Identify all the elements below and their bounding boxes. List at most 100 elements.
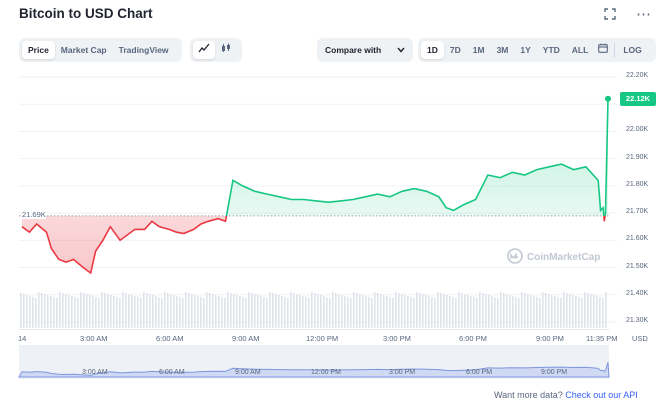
volume-bar [572,295,574,328]
candlestick-icon[interactable] [215,41,237,59]
volume-bar [470,296,472,328]
volume-bar [248,292,250,328]
volume-bar [125,293,127,328]
volume-bar [500,292,502,328]
volume-bar [548,294,550,328]
volume-bar [560,298,562,328]
area-up [22,98,608,216]
volume-bar [479,292,481,328]
volume-bar [476,298,478,328]
volume-bar [215,295,217,328]
range-1y[interactable]: 1Y [520,45,531,55]
volume-bars [20,292,607,328]
range-1d[interactable]: 1D [421,41,444,59]
volume-bar [443,294,445,328]
fullscreen-icon[interactable] [604,8,616,23]
range-all[interactable]: ALL [571,45,589,55]
volume-bar [371,298,373,328]
api-link[interactable]: Check out our API [565,390,638,400]
navigator-tick: 3:00 PM [389,369,416,376]
price-line-up [225,98,609,216]
x-tick: 6:00 PM [459,334,487,343]
y-tick: 21.90K [626,153,649,161]
calendar-icon[interactable] [594,41,612,59]
volume-bar [107,294,109,328]
volume-bar [587,293,589,328]
range-3m[interactable]: 3M [496,45,509,55]
volume-bar [230,293,232,328]
compare-with-dropdown[interactable]: Compare with [317,38,413,62]
volume-bar [167,293,169,328]
volume-bar [212,294,214,328]
volume-bar [281,296,283,328]
chart-title: Bitcoin to USD Chart [19,6,153,21]
current-price-tag: 22.12K [620,92,656,106]
log-scale-toggle[interactable]: LOG [623,45,642,55]
x-tick: 9:00 PM [536,334,564,343]
tab-market-cap[interactable]: Market Cap [60,45,107,55]
navigator-tick: 9:00 PM [541,369,568,376]
range-ytd[interactable]: YTD [542,45,560,55]
volume-bar [335,293,337,328]
volume-bar [389,297,391,328]
volume-bar [311,292,313,328]
volume-bar [260,296,262,328]
volume-bar [206,292,208,328]
volume-bar [602,298,604,328]
volume-bar [278,295,280,328]
volume-bar [578,297,580,328]
volume-bar [44,294,46,328]
x-tick: 12:00 PM [306,334,339,343]
volume-bar [413,298,415,328]
volume-bar [347,297,349,328]
volume-bar [581,298,583,328]
volume-bar [113,296,115,328]
volume-bar [485,294,487,328]
volume-bar [596,296,598,328]
tab-tradingview[interactable]: TradingView [118,45,169,55]
volume-bar [434,298,436,328]
volume-bar [584,292,586,328]
more-horizontal-icon[interactable]: ⋯ [636,6,651,23]
chart-tabs: Price Market Cap TradingView [19,38,182,62]
volume-bar [404,295,406,328]
volume-bar [200,297,202,328]
volume-bar [242,297,244,328]
volume-bar [353,292,355,328]
volume-bar [515,297,517,328]
volume-bar [419,293,421,328]
volume-bar [80,292,82,328]
volume-bar [305,297,307,328]
volume-bar [326,297,328,328]
volume-bar [509,295,511,328]
volume-bar [317,294,319,328]
range-7d[interactable]: 7D [449,45,461,55]
volume-bar [185,292,187,328]
volume-bar [173,295,175,328]
volume-bar [152,295,154,328]
chevron-down-icon [397,45,405,55]
footer: Want more data? Check out our API [494,390,638,400]
tab-price[interactable]: Price [22,41,55,59]
volume-bar [95,297,97,328]
volume-bar [314,293,316,328]
volume-bar [74,297,76,328]
volume-bar [116,297,118,328]
line-chart-icon[interactable] [193,41,215,59]
volume-bar [251,293,253,328]
volume-bar [458,292,460,328]
area-down [22,215,606,273]
volume-bar [590,294,592,328]
volume-bar [410,297,412,328]
volume-bar [158,297,160,328]
volume-bar [467,295,469,328]
volume-bar [299,295,301,328]
range-1m[interactable]: 1M [472,45,485,55]
volume-bar [209,293,211,328]
volume-bar [89,295,91,328]
x-tick: 14 [18,334,27,343]
navigator-area [18,361,610,378]
volume-bar [524,293,526,328]
volume-bar [593,295,595,328]
